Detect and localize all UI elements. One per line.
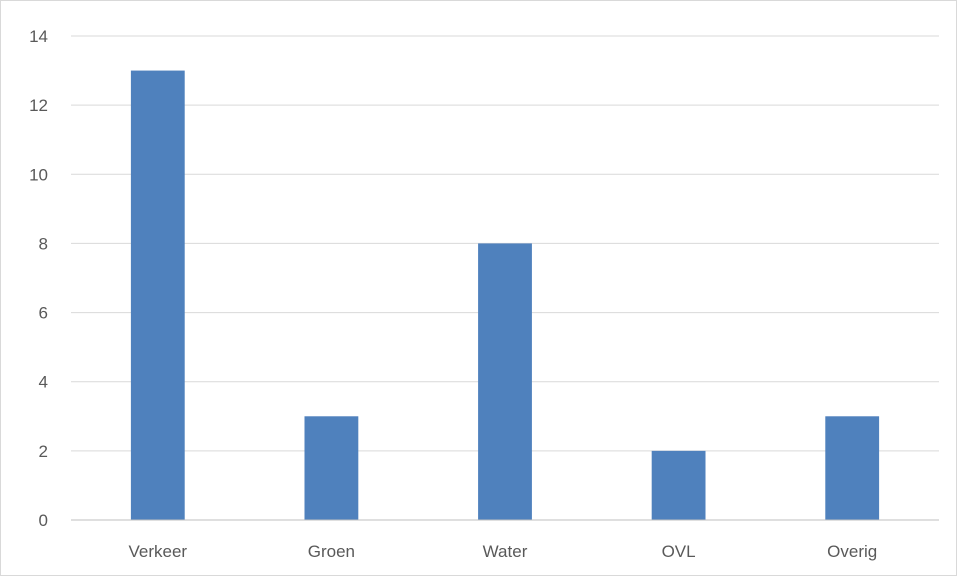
x-tick-label: OVL — [662, 542, 696, 561]
x-tick-label: Water — [483, 542, 528, 561]
bars — [130, 70, 880, 521]
y-tick-label: 2 — [39, 442, 48, 461]
bar-overig — [825, 416, 880, 520]
y-axis-tick-labels: 0 2 4 6 8 10 12 14 — [29, 27, 48, 530]
y-tick-label: 4 — [39, 373, 48, 392]
x-tick-label: Groen — [308, 542, 355, 561]
bar-water — [478, 243, 532, 520]
y-tick-label: 10 — [29, 165, 48, 184]
y-tick-label: 6 — [39, 304, 48, 323]
x-axis-tick-labels: Verkeer Groen Water OVL Overig — [129, 542, 878, 561]
y-tick-label: 12 — [29, 96, 48, 115]
y-tick-label: 14 — [29, 27, 48, 46]
y-tick-label: 8 — [39, 234, 48, 253]
bar-verkeer — [130, 70, 185, 521]
x-tick-label: Verkeer — [129, 542, 188, 561]
bar-groen — [304, 416, 359, 520]
bar-ovl — [651, 450, 706, 520]
y-tick-label: 0 — [39, 511, 48, 530]
x-tick-label: Overig — [827, 542, 877, 561]
